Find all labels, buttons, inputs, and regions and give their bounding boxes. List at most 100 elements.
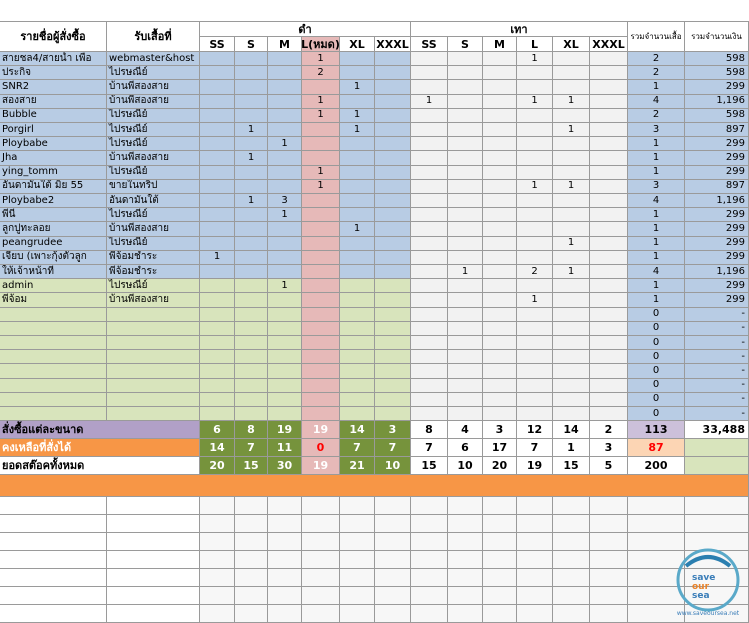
qty-cell xyxy=(590,350,628,365)
qty-cell xyxy=(375,194,411,209)
name-cell: Bubble xyxy=(0,108,107,123)
pickup-cell: ไปรษณีย์ xyxy=(107,123,200,138)
empty-cell xyxy=(448,605,483,623)
pickup-cell: ไปรษณีย์ xyxy=(107,165,200,180)
qty-cell xyxy=(200,350,235,365)
qty-cell xyxy=(302,80,340,95)
qty-cell xyxy=(268,94,302,109)
qty-cell xyxy=(590,52,628,67)
money-cell: 299 xyxy=(685,236,749,251)
qty-cell xyxy=(517,279,553,294)
qty-cell xyxy=(200,66,235,81)
money-cell: 299 xyxy=(685,137,749,152)
qty-cell xyxy=(200,194,235,209)
summary-cell: 5 xyxy=(590,457,628,476)
qty-cell: 1 xyxy=(302,52,340,67)
summary-cell: 14 xyxy=(200,439,235,458)
pickup-cell: ไปรษณีย์ xyxy=(107,279,200,294)
qty-cell xyxy=(340,364,375,379)
qty-cell xyxy=(235,208,268,223)
summary-cell: 10 xyxy=(448,457,483,476)
money-cell: 299 xyxy=(685,279,749,294)
empty-cell xyxy=(590,515,628,534)
summary-cell: 2 xyxy=(590,421,628,440)
empty-cell xyxy=(590,497,628,516)
name-cell: Ploybabe xyxy=(0,137,107,152)
qty-cell xyxy=(375,407,411,422)
qty-cell xyxy=(553,52,590,67)
empty-cell xyxy=(268,551,302,570)
qty-cell xyxy=(590,80,628,95)
qty-cell xyxy=(590,222,628,237)
summary-cell: 7 xyxy=(340,439,375,458)
qty-cell xyxy=(340,179,375,194)
qty-cell xyxy=(448,165,483,180)
empty-cell xyxy=(235,551,268,570)
qty-cell xyxy=(235,407,268,422)
qty-cell xyxy=(302,392,340,407)
qty-cell xyxy=(590,378,628,393)
total-cell: 1 xyxy=(628,279,685,294)
empty-cell xyxy=(235,605,268,623)
summary-cell: 4 xyxy=(448,421,483,440)
qty-cell: 1 xyxy=(340,222,375,237)
total-cell: 0 xyxy=(628,407,685,422)
money-cell: - xyxy=(685,350,749,365)
summary-cell: 3 xyxy=(375,421,411,440)
money-cell: 897 xyxy=(685,179,749,194)
summary-cell: 14 xyxy=(553,421,590,440)
qty-cell xyxy=(375,80,411,95)
money-cell: - xyxy=(685,378,749,393)
qty-cell xyxy=(411,165,448,180)
qty-cell xyxy=(200,293,235,308)
qty-cell xyxy=(235,165,268,180)
money-cell: 897 xyxy=(685,123,749,138)
qty-cell xyxy=(375,52,411,67)
empty-cell xyxy=(107,533,200,552)
pickup-cell: webmaster&host xyxy=(107,52,200,67)
pickup-cell xyxy=(107,364,200,379)
total-cell: 0 xyxy=(628,307,685,322)
qty-cell xyxy=(375,279,411,294)
qty-cell xyxy=(517,364,553,379)
money-cell: 299 xyxy=(685,165,749,180)
qty-cell xyxy=(553,151,590,166)
qty-cell xyxy=(375,250,411,265)
size-header: SS xyxy=(200,37,235,52)
col-header: รวมจำนวนเสื้อ xyxy=(628,22,685,52)
qty-cell: 2 xyxy=(517,265,553,280)
empty-cell xyxy=(590,587,628,606)
qty-cell xyxy=(340,66,375,81)
empty-cell xyxy=(483,515,517,534)
empty-cell xyxy=(685,515,749,534)
qty-cell xyxy=(235,350,268,365)
size-header: XXXL xyxy=(375,37,411,52)
name-cell: อันดามันใต้ มิย 55 xyxy=(0,179,107,194)
qty-cell xyxy=(517,307,553,322)
qty-cell xyxy=(200,392,235,407)
empty-cell xyxy=(628,515,685,534)
qty-cell xyxy=(302,151,340,166)
qty-cell xyxy=(411,123,448,138)
empty-cell xyxy=(200,497,235,516)
qty-cell xyxy=(590,208,628,223)
qty-cell xyxy=(340,407,375,422)
logo-word: save xyxy=(692,573,715,583)
empty-cell xyxy=(517,569,553,588)
pickup-cell: บ้านพี่สองสาย xyxy=(107,151,200,166)
qty-cell xyxy=(200,378,235,393)
logo-ring xyxy=(676,548,740,612)
qty-cell xyxy=(553,208,590,223)
summary-cell: 19 xyxy=(517,457,553,476)
qty-cell xyxy=(411,52,448,67)
qty-cell xyxy=(553,321,590,336)
empty-cell xyxy=(628,533,685,552)
qty-cell xyxy=(375,123,411,138)
qty-cell xyxy=(517,350,553,365)
qty-cell xyxy=(483,236,517,251)
qty-cell xyxy=(411,80,448,95)
qty-cell xyxy=(375,293,411,308)
qty-cell xyxy=(200,52,235,67)
qty-cell: 1 xyxy=(302,108,340,123)
empty-cell xyxy=(302,587,340,606)
